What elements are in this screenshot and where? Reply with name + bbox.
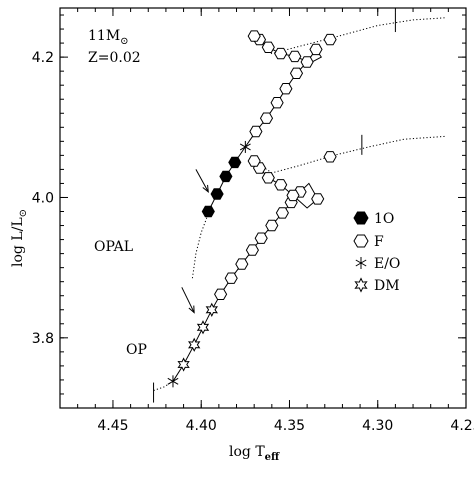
legend-symbol-eo — [355, 257, 367, 269]
op-f-point — [214, 288, 228, 300]
legend-label-f: F — [374, 234, 384, 250]
y-axis-label-main: log L/L — [10, 217, 26, 267]
y-axis-label-sub: ⊙ — [18, 209, 29, 217]
x-tick-label: 4.30 — [362, 418, 393, 434]
op-eo-point — [167, 375, 179, 388]
opal-f-point — [274, 47, 288, 60]
opal-f-point — [289, 67, 304, 79]
legend-symbol-1o — [353, 211, 369, 225]
legend: 1O F E/O DM — [353, 211, 400, 294]
y-axis-label: log L/L⊙ — [10, 209, 29, 267]
legend-label-1o: 1O — [374, 211, 394, 227]
opal-label: OPAL — [94, 239, 133, 255]
op-f-point — [254, 232, 268, 244]
opal-f-point — [279, 83, 293, 95]
opal-1o-point — [228, 156, 242, 169]
opal-f-point — [288, 50, 302, 63]
x-tick-label: 4.35 — [274, 418, 305, 434]
plot-frame — [59, 7, 467, 409]
op-dm-point — [188, 337, 201, 352]
op-f-point — [261, 172, 275, 184]
op-f-point — [245, 244, 259, 256]
x-axis-label: log Teff — [229, 444, 280, 463]
opal-pre-track — [191, 211, 209, 279]
op-f-point — [323, 151, 337, 163]
legend-label-eo: E/O — [374, 256, 400, 272]
op-track — [172, 160, 319, 382]
x-tick-label: 4.45 — [97, 418, 128, 434]
legend-symbol-dm — [354, 277, 368, 293]
op-post-track — [253, 135, 445, 174]
opal-arrow — [195, 169, 209, 193]
op-dm-point — [205, 302, 218, 317]
y-tick-label: 4.2 — [32, 50, 54, 66]
op-label: OP — [126, 342, 147, 358]
mass-sun-symbol: ⊙ — [120, 36, 128, 47]
opal-f-point — [259, 112, 274, 124]
op-arrow — [181, 287, 195, 314]
opal-f-point — [323, 33, 337, 46]
op-dm-point — [177, 357, 190, 372]
opal-f-point — [300, 56, 314, 68]
op-f-point — [274, 179, 288, 191]
metallicity-annotation: Z=0.02 — [88, 50, 141, 66]
opal-eo-point — [239, 140, 251, 153]
op-dm-point — [196, 320, 210, 335]
op-f-point — [224, 272, 238, 284]
op-f-point — [311, 193, 325, 205]
opal-1o-point — [210, 188, 224, 200]
mass-value: 11M — [88, 28, 120, 44]
opal-f-point — [309, 43, 323, 56]
mass-annotation: 11M⊙ — [88, 28, 129, 47]
opal-1o-point — [219, 170, 233, 183]
op-f-point — [275, 207, 289, 219]
x-tick-label: 4.25 — [450, 418, 474, 434]
opal-f-point — [249, 125, 263, 138]
axis-ticks: 4.45 4.40 4.35 4.30 4.25 3.8 4.0 4.2 — [32, 8, 474, 434]
opal-1o-point — [201, 205, 215, 218]
opal-f-point — [247, 30, 261, 42]
y-tick-label: 4.0 — [32, 190, 54, 206]
legend-label-dm: DM — [374, 278, 400, 294]
opal-f-point — [270, 97, 284, 109]
op-f-point — [247, 155, 261, 167]
legend-symbol-f — [353, 234, 369, 248]
x-axis-label-sub: eff — [265, 452, 280, 463]
x-axis-label-main: log T — [229, 444, 265, 460]
markers — [167, 30, 337, 388]
y-tick-label: 3.8 — [32, 331, 54, 347]
op-f-point — [265, 219, 279, 232]
opal-f-point — [261, 41, 275, 53]
op-f-point — [286, 189, 300, 202]
x-tick-label: 4.40 — [186, 418, 217, 434]
op-f-point — [235, 258, 249, 270]
